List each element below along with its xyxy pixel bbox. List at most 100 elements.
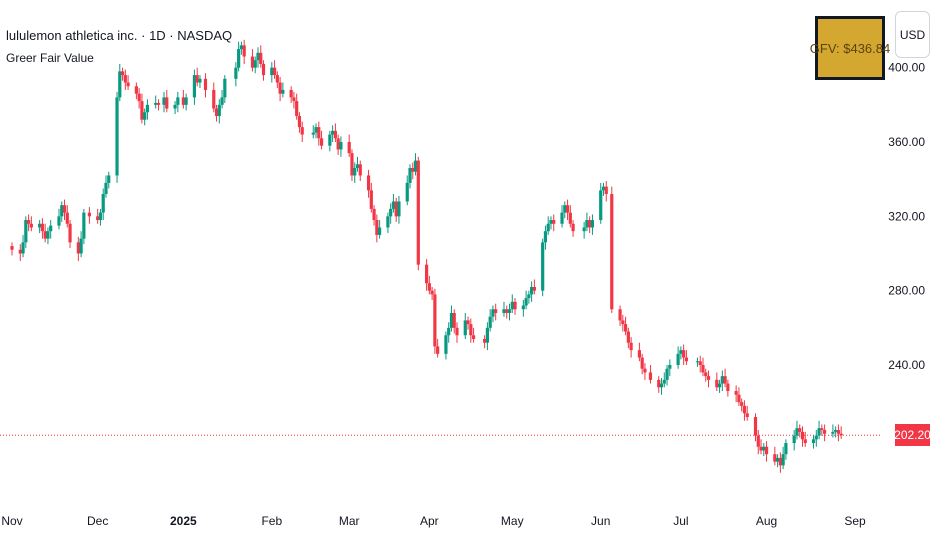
currency-button[interactable]: USD xyxy=(895,11,930,58)
candle-body xyxy=(87,212,91,217)
candle-body xyxy=(524,298,528,306)
candle-body xyxy=(118,71,122,98)
candle-body xyxy=(560,212,564,224)
candle-body xyxy=(411,168,415,172)
candle-body xyxy=(530,286,534,295)
x-tick-label: Sep xyxy=(844,514,866,528)
candle-body xyxy=(637,350,642,358)
candle-body xyxy=(311,132,315,135)
candle-body xyxy=(430,290,434,295)
candle-body xyxy=(756,435,760,447)
candle-body xyxy=(513,301,517,310)
candle-body xyxy=(214,108,219,116)
candle-body xyxy=(621,320,625,325)
candle-body xyxy=(120,71,125,76)
candle-body xyxy=(234,67,238,79)
candle-body xyxy=(588,220,592,228)
candle-body xyxy=(198,78,202,83)
candle-body xyxy=(682,350,686,358)
candle-body xyxy=(505,309,509,313)
candle-body xyxy=(811,439,816,444)
candle-body xyxy=(223,78,227,98)
candle-body xyxy=(353,168,357,176)
candle-body xyxy=(49,225,53,232)
candle-body xyxy=(372,208,376,221)
candle-body xyxy=(18,249,22,254)
candle-body xyxy=(717,383,722,388)
symbol-title[interactable]: lululemon athletica inc. · 1D · NASDAQ xyxy=(6,28,233,43)
candle-body xyxy=(491,309,495,317)
x-tick-label: Nov xyxy=(1,514,22,528)
candle-body xyxy=(676,353,680,365)
candle-body xyxy=(831,431,835,434)
y-tick-label: 320.00 xyxy=(888,209,925,223)
candle-body xyxy=(740,402,744,406)
candle-body xyxy=(549,220,553,224)
candle-body xyxy=(319,138,324,146)
candle-body xyxy=(98,212,103,221)
candle-body xyxy=(134,86,138,94)
candle-body xyxy=(76,242,80,254)
candle-body xyxy=(546,223,550,232)
candle-body xyxy=(552,220,556,224)
candle-body xyxy=(563,205,567,213)
candle-body xyxy=(259,52,263,64)
candle-body xyxy=(278,82,282,94)
candle-body xyxy=(156,102,161,105)
x-tick-label: Mar xyxy=(339,514,360,528)
candle-body xyxy=(300,127,304,135)
candle-body xyxy=(378,227,382,235)
candle-body xyxy=(289,89,293,98)
candle-body xyxy=(143,112,147,120)
candle-body xyxy=(839,433,843,436)
candle-body xyxy=(162,97,166,105)
y-tick-label: 400.00 xyxy=(888,61,925,75)
candle-body xyxy=(272,67,277,76)
candle-body xyxy=(444,335,448,354)
candle-body xyxy=(375,220,379,235)
candle-body xyxy=(532,286,536,291)
candle-body xyxy=(527,294,531,299)
x-tick-label: 2025 xyxy=(170,514,197,528)
candle-body xyxy=(427,283,431,291)
x-tick-label: Aug xyxy=(756,514,777,528)
candle-body xyxy=(239,45,244,50)
candle-body xyxy=(195,75,199,83)
candle-body xyxy=(784,443,788,455)
candle-body xyxy=(339,142,343,150)
candle-body xyxy=(275,75,279,83)
candle-body xyxy=(26,220,31,224)
candle-body xyxy=(629,342,633,351)
candle-body xyxy=(599,190,603,221)
candle-body xyxy=(684,357,688,362)
candle-body xyxy=(386,216,390,228)
candle-body xyxy=(250,56,255,68)
candle-body xyxy=(336,138,340,150)
candle-body xyxy=(436,346,440,354)
candle-body xyxy=(203,78,208,90)
candle-body xyxy=(795,428,799,436)
indicator-label[interactable]: Greer Fair Value xyxy=(6,51,94,65)
candle-body xyxy=(350,153,354,176)
candle-body xyxy=(261,63,266,76)
candle-body xyxy=(145,104,150,113)
candle-body xyxy=(270,67,274,76)
candle-body xyxy=(626,331,630,343)
candle-body xyxy=(820,428,824,431)
x-tick-label: Apr xyxy=(420,514,439,528)
candle-body xyxy=(659,383,664,388)
candle-body xyxy=(82,212,86,239)
candle-body xyxy=(640,357,644,369)
candle-body xyxy=(40,223,45,232)
candle-body xyxy=(333,130,337,139)
candle-body xyxy=(742,405,747,414)
candle-body xyxy=(778,457,782,466)
candle-body xyxy=(604,186,608,195)
candle-body xyxy=(391,201,396,209)
candle-body xyxy=(154,102,158,105)
candle-body xyxy=(65,212,69,224)
candle-body xyxy=(543,231,548,243)
candle-body xyxy=(297,115,302,128)
candle-body xyxy=(792,435,796,444)
